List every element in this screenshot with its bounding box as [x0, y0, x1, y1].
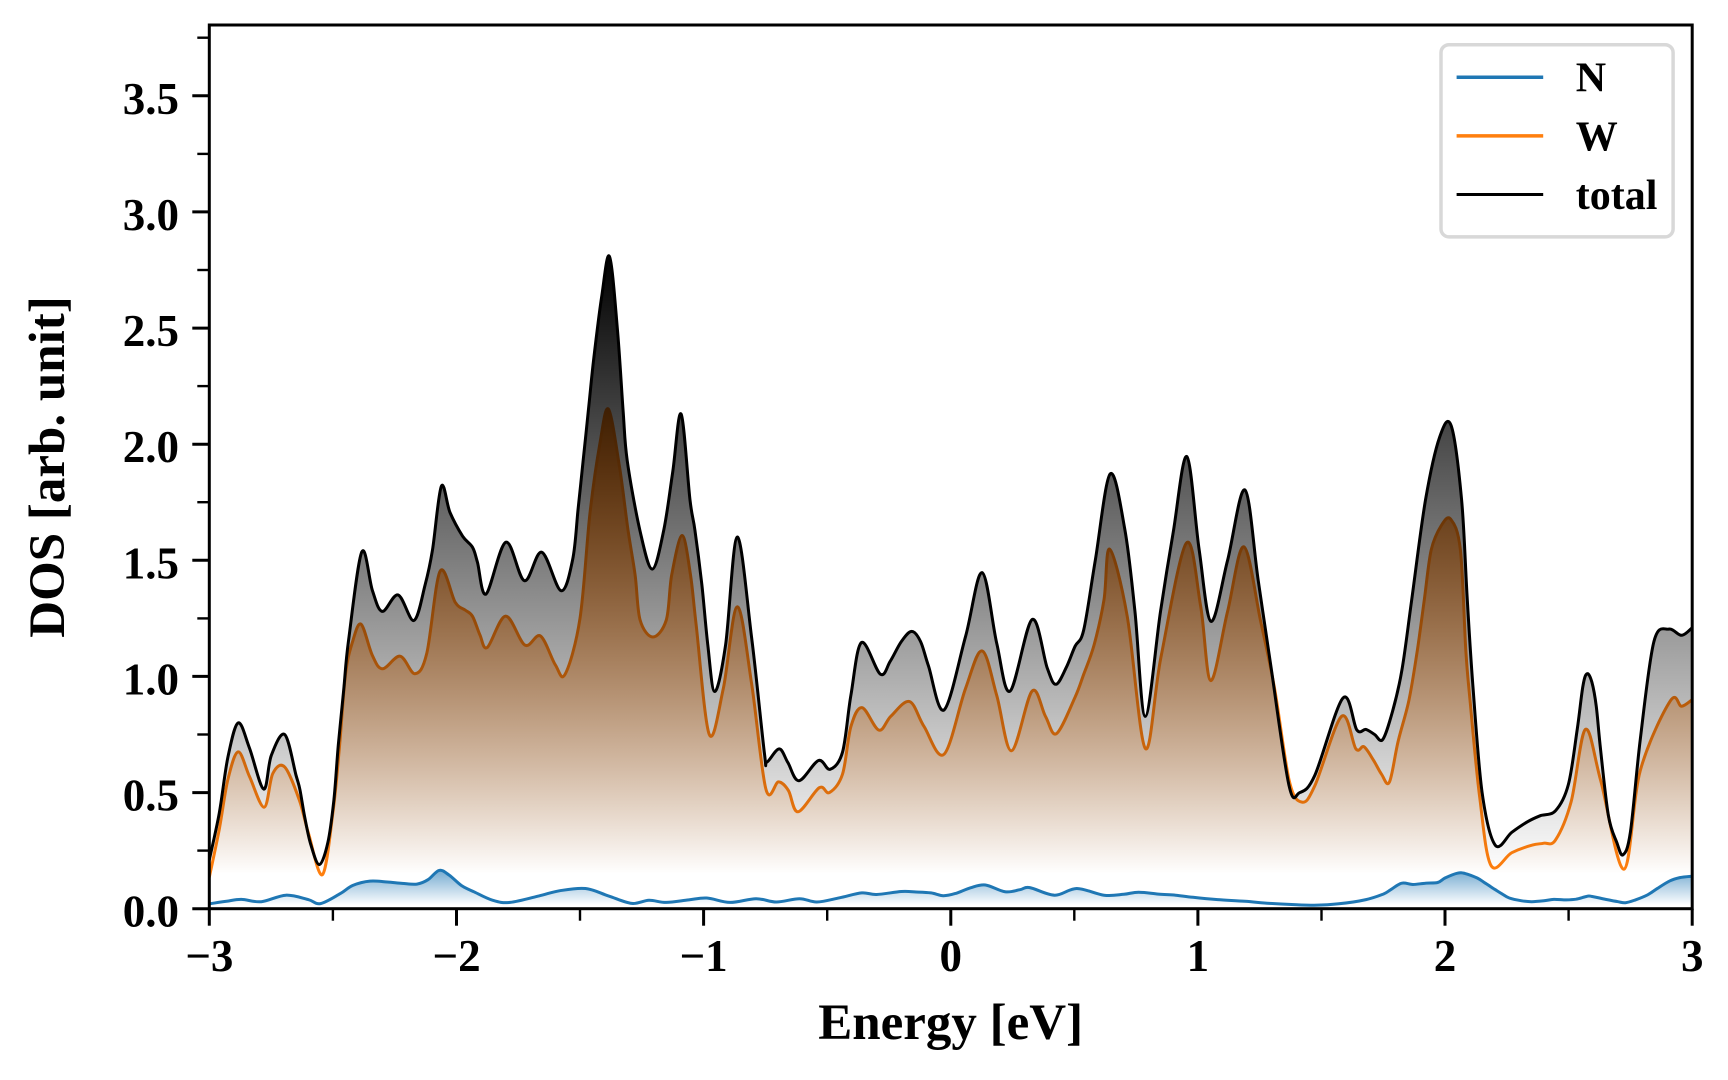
svg-text:0.5: 0.5: [123, 771, 179, 821]
svg-text:−1: −1: [680, 931, 728, 981]
svg-text:N: N: [1576, 56, 1606, 102]
svg-text:1.0: 1.0: [123, 654, 179, 704]
svg-text:Energy [eV]: Energy [eV]: [818, 995, 1083, 1051]
svg-text:2.5: 2.5: [123, 306, 179, 356]
svg-text:3.5: 3.5: [123, 74, 179, 124]
svg-text:2: 2: [1434, 931, 1457, 981]
svg-text:W: W: [1576, 114, 1618, 160]
svg-text:1.5: 1.5: [123, 538, 179, 588]
svg-text:DOS [arb. unit]: DOS [arb. unit]: [20, 296, 76, 637]
svg-text:3: 3: [1681, 931, 1704, 981]
svg-text:−2: −2: [432, 931, 480, 981]
svg-text:2.0: 2.0: [123, 422, 179, 472]
svg-text:1: 1: [1187, 931, 1210, 981]
svg-text:3.0: 3.0: [123, 190, 179, 240]
svg-text:total: total: [1576, 173, 1658, 219]
svg-text:0.0: 0.0: [123, 887, 179, 937]
svg-text:0: 0: [940, 931, 963, 981]
svg-text:−3: −3: [185, 931, 233, 981]
